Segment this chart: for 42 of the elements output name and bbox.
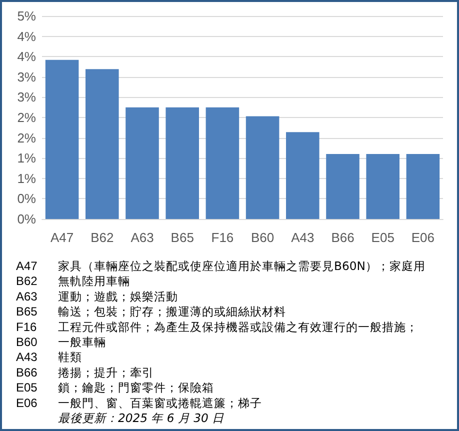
text: E06 一般門、窗、百葉窗或捲輥遮簾；梯子 xyxy=(16,396,262,410)
text: B60 一般車輛 xyxy=(16,335,106,349)
y-tick-label: 2% xyxy=(17,110,36,125)
text: E05 鎖；鑰匙；門窗零件；保險箱 xyxy=(16,380,214,395)
text: B66 捲揚；提升；牽引 xyxy=(16,365,154,380)
text: 最後更新：2025 年 6 月 30 日 xyxy=(58,411,224,425)
text: A47 家具（車輛座位之裝配或使座位適用於車輛之需要見B60N）；家庭用 xyxy=(16,259,426,273)
bar xyxy=(206,107,240,219)
text: A43 鞋類 xyxy=(16,350,82,364)
y-tick-label: 5% xyxy=(17,8,36,24)
text: A63 運動；遊戲；娛樂活動 xyxy=(16,289,178,304)
bar xyxy=(166,107,199,219)
x-tick-label: A43 xyxy=(291,230,314,245)
bar xyxy=(406,154,440,219)
text: B62 無軌陸用車輛 xyxy=(16,274,130,288)
y-tick-label: 4% xyxy=(17,49,36,64)
y-tick-label: 2% xyxy=(17,130,36,146)
y-tick-label: 0% xyxy=(17,191,36,206)
x-tick-label: E06 xyxy=(411,230,435,245)
bar xyxy=(45,60,79,219)
y-tick-label: 4% xyxy=(17,28,36,44)
y-tick-label: 0% xyxy=(17,212,36,226)
x-tick-label: A47 xyxy=(50,230,74,245)
bar xyxy=(366,154,400,219)
x-tick-label: B62 xyxy=(90,230,114,245)
x-tick-label: F16 xyxy=(211,230,234,245)
bar xyxy=(286,132,320,219)
y-tick-label: 1% xyxy=(17,150,36,166)
x-tick-label: B60 xyxy=(250,230,274,245)
x-tick-label: E05 xyxy=(371,230,394,245)
x-tick-label: B65 xyxy=(170,230,194,245)
bar xyxy=(86,69,119,219)
bar xyxy=(126,107,159,219)
x-tick-label: A63 xyxy=(130,230,154,245)
y-tick-label: 1% xyxy=(17,170,36,186)
y-tick-label: 3% xyxy=(17,90,36,105)
x-tick-label: B66 xyxy=(331,230,354,245)
bar xyxy=(326,154,360,219)
bar xyxy=(246,116,280,219)
y-tick-label: 3% xyxy=(17,69,36,84)
text: B65 輸送；包裝；貯存；搬運薄的或細絲狀材料 xyxy=(16,304,286,319)
text: F16 工程元件或部件；為產生及保持機器或設備之有效運行的一般措施； xyxy=(16,320,418,334)
